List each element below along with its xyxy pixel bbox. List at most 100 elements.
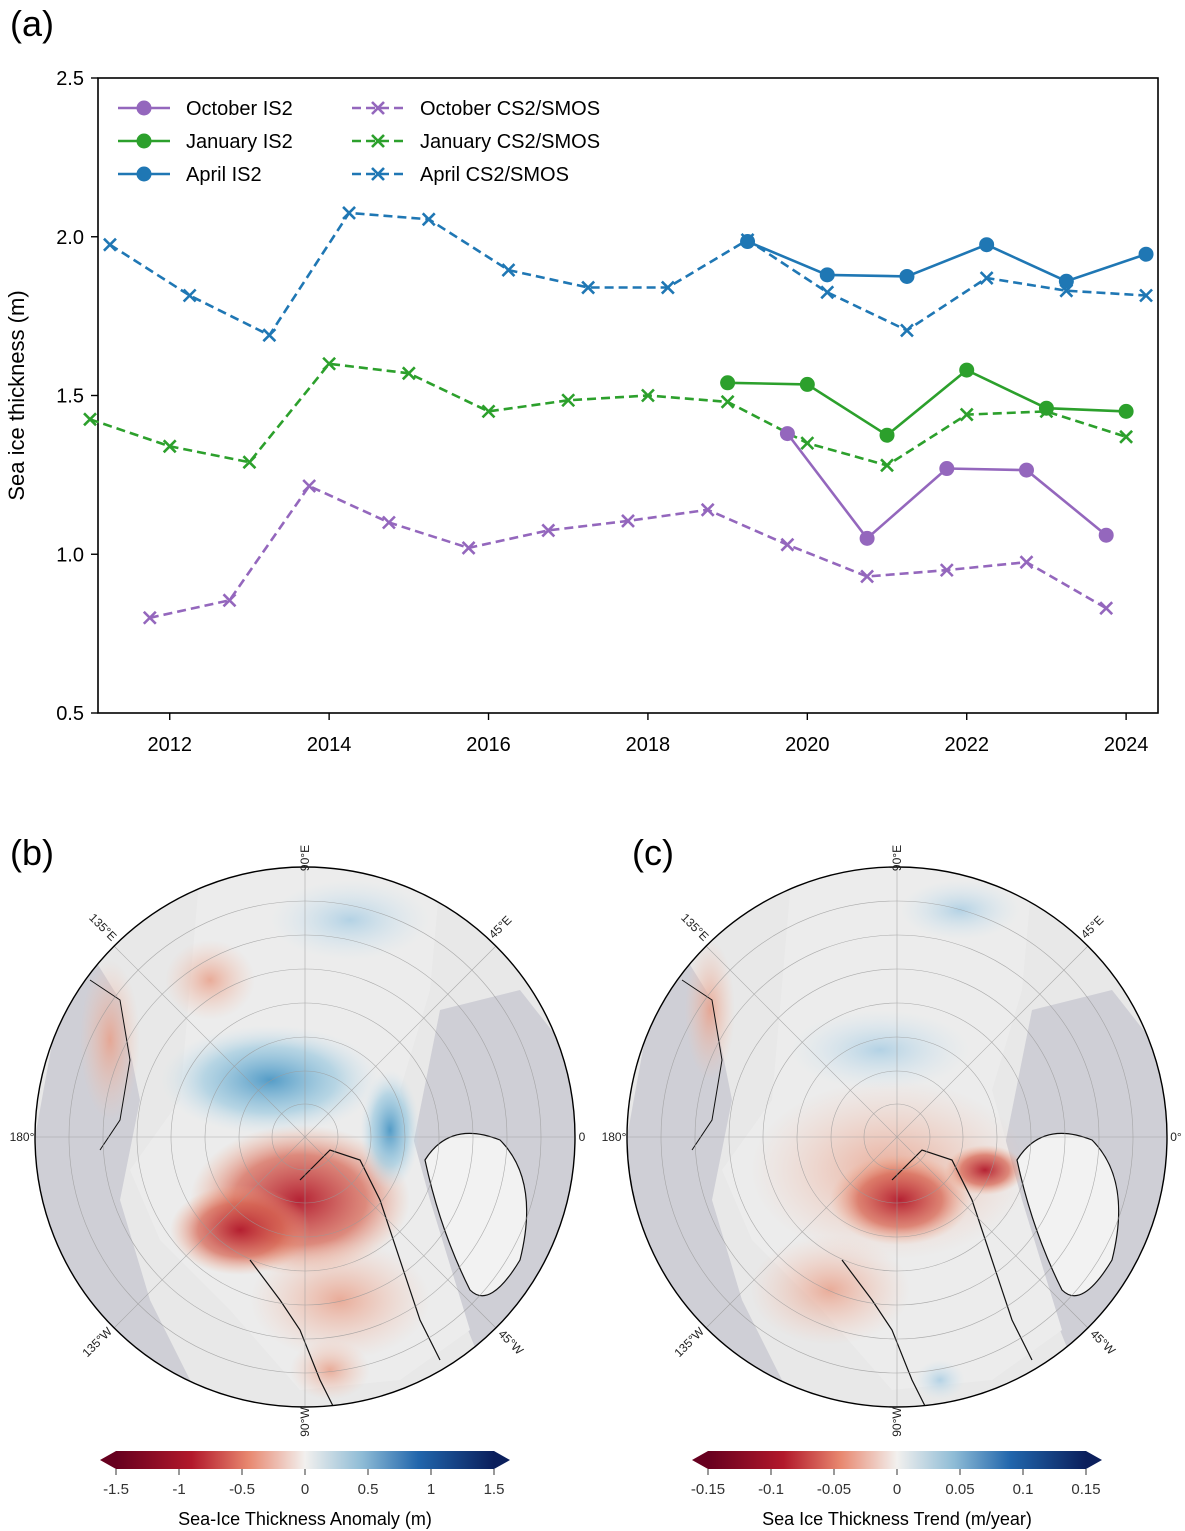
- thickness-anomaly-positive: [160, 1025, 380, 1135]
- coastline: [89, 979, 131, 1151]
- data-point: [541, 523, 556, 538]
- data-point: [461, 540, 476, 555]
- colorbar-b: -1.5 -1 -0.5 0 0.5 1 1.5 Sea-Ice Thickness Ano…: [100, 1451, 510, 1529]
- legend-label: October CS2/SMOS: [420, 98, 600, 120]
- colorbar-min-arrow: [100, 1451, 116, 1469]
- data-point: [979, 271, 994, 285]
- data-point: [142, 610, 157, 625]
- data-point: [381, 515, 396, 530]
- colorbar-c: -0.15 -0.1 -0.05 0 0.05 0.1 0.15 Sea Ice Thick…: [691, 1451, 1102, 1529]
- data-point: [880, 458, 894, 473]
- anomaly-map: 90°E 45°E 0 45°W 90°W 135°W 180° 135°E: [10, 845, 586, 1437]
- data-point: [1138, 246, 1154, 262]
- thickness-trend-negative: [750, 1235, 910, 1345]
- colorbar-tick-label: 1.5: [484, 1481, 505, 1498]
- data-point: [1139, 288, 1153, 303]
- map-boundary: [626, 866, 1168, 1408]
- lon-label-180: 180°: [602, 1130, 627, 1144]
- x-tick-label: 2024: [1104, 734, 1149, 756]
- trend-map: 90°E 45°E 0° 45°W 90°W 135°W 180° 135°E: [602, 845, 1182, 1437]
- data-point: [740, 234, 756, 250]
- thickness-trend-positive: [900, 880, 1020, 940]
- legend-marker: [371, 101, 385, 115]
- coastline: [249, 1149, 441, 1407]
- x-tick-label: 2020: [785, 734, 830, 756]
- legend: October IS2 January IS2 April IS2 October C…: [118, 98, 600, 186]
- thickness-trend-negative: [945, 1145, 1025, 1195]
- colorbar-tick-label: -0.15: [691, 1481, 725, 1498]
- data-point: [561, 393, 576, 408]
- data-point: [800, 436, 815, 451]
- thickness-trend-positive: [790, 1010, 970, 1090]
- colorbar-min-arrow: [692, 1451, 708, 1469]
- data-point: [660, 280, 675, 295]
- thickness-trend-positive: [915, 1360, 965, 1400]
- thickness-anomaly-positive: [360, 1070, 420, 1190]
- data-point: [879, 427, 895, 443]
- data-point: [262, 328, 277, 343]
- legend-item: October CS2/SMOS: [352, 98, 600, 120]
- graticule: [627, 867, 1167, 1407]
- legend-item: January CS2/SMOS: [352, 131, 600, 153]
- x-tick-label: 2014: [307, 734, 352, 756]
- colorbar-tick-label: 0: [893, 1481, 901, 1498]
- data-point: [162, 439, 177, 454]
- thickness-anomaly-negative: [165, 940, 255, 1020]
- panel-a-label: (a): [10, 3, 54, 44]
- data-point: [1098, 527, 1114, 543]
- legend-label: April CS2/SMOS: [420, 164, 569, 186]
- coastline: [841, 1149, 1033, 1407]
- colorbar-label: Sea-Ice Thickness Anomaly (m): [178, 1509, 432, 1529]
- colorbar-tick-label: 0.05: [945, 1481, 974, 1498]
- data-point: [1019, 555, 1034, 570]
- data-point: [83, 412, 97, 427]
- data-point: [819, 267, 835, 283]
- data-point: [939, 563, 954, 578]
- colorbar-label: Sea Ice Thickness Trend (m/year): [762, 1509, 1032, 1529]
- data-point: [1038, 400, 1054, 416]
- colorbar-tick-label: -0.5: [229, 1481, 255, 1498]
- coastline: [681, 979, 723, 1151]
- graticule: [35, 867, 575, 1407]
- series-line: [746, 240, 1147, 283]
- map-boundary: [34, 866, 576, 1408]
- data-point: [720, 375, 736, 391]
- x-tick-label: 2018: [626, 734, 671, 756]
- data-point: [979, 237, 995, 253]
- data-point: [1058, 273, 1074, 289]
- lon-label-45e: 45°E: [486, 913, 514, 941]
- thickness-anomaly-negative: [250, 1240, 430, 1360]
- data-point: [860, 569, 875, 584]
- series-october-cs2-smos: [142, 479, 1114, 625]
- colorbar-tick-label: 0.1: [1013, 1481, 1034, 1498]
- thickness-anomaly-negative: [80, 960, 140, 1120]
- y-tick-label: 1.0: [56, 544, 84, 566]
- greenland: [1016, 1132, 1120, 1297]
- data-point: [182, 288, 197, 303]
- colorbar-ticks: -1.5 -1 -0.5 0 0.5 1 1.5: [103, 1469, 504, 1498]
- data-point: [481, 404, 496, 419]
- data-point: [421, 212, 436, 227]
- panel-b-label: (b): [10, 832, 54, 873]
- y-tick-label: 1.5: [56, 386, 84, 408]
- data-point: [700, 502, 715, 517]
- data-point: [780, 537, 795, 552]
- data-point: [959, 407, 974, 422]
- data-point: [222, 593, 237, 608]
- lon-label-180: 180°: [10, 1130, 35, 1144]
- series-line: [727, 368, 1127, 437]
- data-point: [621, 513, 635, 528]
- lon-label-135w: 135°W: [671, 1324, 707, 1360]
- data-point: [302, 479, 317, 493]
- legend-marker: [136, 133, 152, 149]
- colorbar-max-arrow: [494, 1451, 510, 1469]
- data-point: [820, 285, 835, 300]
- y-tick-label: 2.5: [56, 68, 84, 90]
- data-point: [1018, 462, 1034, 478]
- legend-marker: [136, 166, 152, 182]
- lon-label-90e: 90°E: [298, 845, 312, 871]
- data-point: [899, 268, 915, 284]
- series-line: [89, 362, 1127, 467]
- colorbar-gradient: [116, 1451, 494, 1469]
